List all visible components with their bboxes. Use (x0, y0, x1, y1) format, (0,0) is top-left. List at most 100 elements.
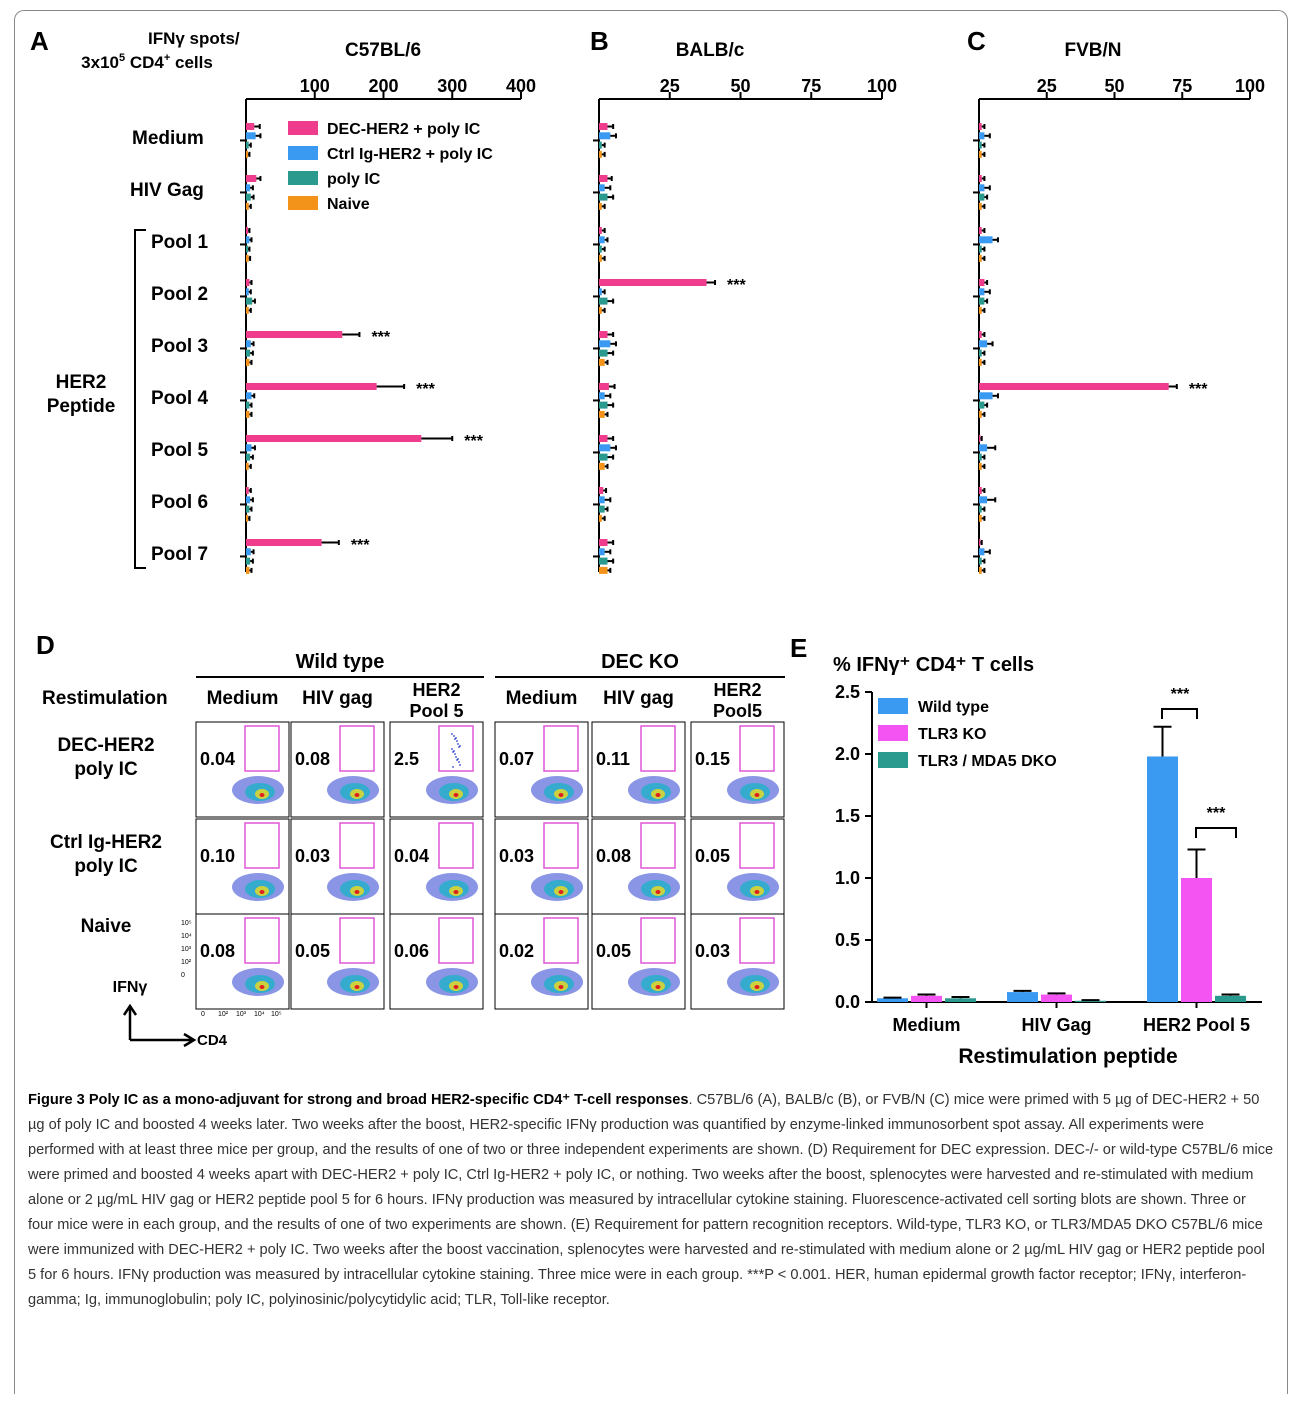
bar (1215, 995, 1246, 1002)
bar (246, 227, 249, 234)
restimulation-label: Restimulation (42, 688, 168, 709)
bar (599, 227, 602, 234)
header-part: + (164, 52, 170, 64)
row-label: poly IC (74, 856, 138, 877)
bar (979, 410, 982, 418)
panel-letter-d: D (36, 630, 55, 660)
facs-population-max (259, 985, 265, 989)
gate-event (457, 743, 459, 745)
bar (979, 254, 982, 262)
significance-marker: *** (1207, 805, 1226, 822)
facs-frame (591, 913, 686, 1010)
bar (246, 392, 252, 400)
row-label: poly IC (74, 759, 138, 780)
row-label: Pool 2 (151, 284, 208, 305)
bar (979, 132, 985, 140)
gate-percentage: 0.04 (394, 846, 429, 866)
facs-plot: 0.08 (290, 721, 385, 818)
row-label: Pool 7 (151, 544, 208, 565)
significance-marker: *** (1171, 686, 1190, 703)
bar (599, 401, 608, 409)
bar (246, 401, 250, 409)
gate (339, 917, 375, 964)
panel-letter-b: B (590, 26, 609, 56)
gate-percentage: 0.03 (695, 941, 730, 961)
x-tick-label: HER2 Pool 5 (1143, 1015, 1250, 1035)
bar (979, 123, 982, 130)
gate-percentage: 0.08 (596, 846, 631, 866)
bar (979, 453, 982, 461)
bar (599, 175, 608, 182)
bar (599, 123, 608, 130)
bar (979, 383, 1169, 390)
bar (1075, 1000, 1106, 1002)
legend-label: TLR3 KO (918, 726, 986, 743)
significance-marker: *** (464, 433, 483, 450)
bar (599, 487, 604, 494)
legend-swatch (288, 146, 318, 160)
bar (599, 245, 602, 253)
legend-swatch (878, 698, 908, 714)
bar (979, 202, 982, 210)
facs-population-max (754, 793, 760, 797)
bar (246, 193, 251, 201)
legend-label: TLR3 / MDA5 DKO (918, 753, 1057, 770)
bar (979, 462, 982, 470)
gate (543, 917, 579, 964)
bar (246, 175, 257, 182)
facs-x-tick: 0 (201, 1011, 205, 1018)
y-tick-label: 2.0 (835, 744, 860, 764)
facs-x-tick: 10⁴ (254, 1011, 265, 1018)
gate-event (452, 766, 454, 768)
bar (246, 444, 252, 452)
facs-plot: 0.10 (195, 818, 290, 915)
x-tick-label: Medium (892, 1015, 960, 1035)
bar (979, 331, 982, 338)
facs-frame (195, 818, 290, 915)
row-label: Pool 5 (151, 440, 208, 461)
significance-marker: *** (351, 537, 370, 554)
significance-bracket (1161, 708, 1198, 719)
header-part: CD4 (125, 53, 164, 72)
y-tick-label: 2.5 (835, 682, 860, 702)
her2-bracket (134, 229, 146, 569)
gate-percentage: 0.05 (596, 941, 631, 961)
y-tick-label: 1.0 (835, 868, 860, 888)
x-tick-label: 50 (1104, 76, 1124, 96)
x-tick-label: 50 (730, 76, 750, 96)
gate-event (458, 761, 460, 763)
facs-plot: 0.03 (494, 818, 589, 915)
ifng-arrow (122, 1003, 138, 1040)
facs-frame (494, 818, 589, 915)
gate-event (453, 750, 455, 752)
bar (246, 383, 377, 390)
facs-frame (290, 818, 385, 915)
legend-swatch (878, 725, 908, 741)
significance-bracket (1195, 827, 1237, 838)
bar (979, 358, 982, 366)
bar (979, 557, 982, 565)
row-label: Naive (81, 916, 132, 937)
x-tick-label: 100 (300, 76, 330, 96)
bar (246, 297, 253, 305)
facs-population-max (655, 793, 661, 797)
bar (246, 279, 250, 286)
bar (979, 514, 982, 522)
x-tick-label: 100 (1235, 76, 1265, 96)
gate-event (453, 735, 455, 737)
facs-x-tick: 10⁵ (271, 1011, 282, 1018)
legend-swatch (878, 752, 908, 768)
gate (438, 822, 474, 869)
gate-event (459, 745, 461, 747)
bar (979, 141, 982, 149)
facs-population-max (453, 890, 459, 894)
bar (246, 236, 250, 244)
bar (246, 496, 251, 504)
facs-plot: 2.5 (389, 721, 484, 818)
bar (246, 123, 255, 130)
facs-plot: 0.08 (195, 913, 290, 1010)
gate (438, 917, 474, 964)
bar (599, 141, 602, 149)
bar (246, 410, 250, 418)
